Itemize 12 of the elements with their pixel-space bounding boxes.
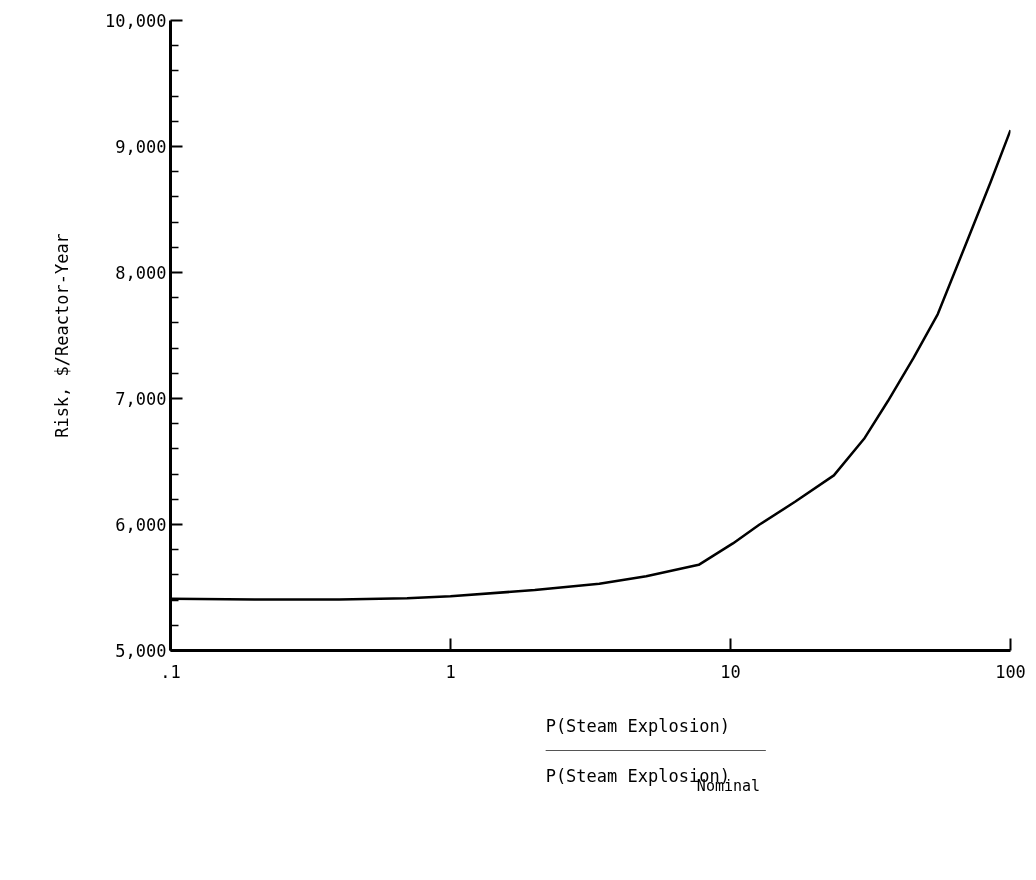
y-tick-label: 9,000	[115, 137, 167, 157]
text: P(Steam Explosion) P(Steam Explosion)Nominal	[545, 715, 761, 795]
x-tick-label: 10	[720, 661, 741, 682]
y-tick-label: 10,000	[105, 11, 167, 31]
y-tick-label: 6,000	[115, 515, 167, 535]
y-tick-label: 8,000	[115, 263, 167, 283]
y-tick-label: 7,000	[115, 389, 167, 409]
x-tick-label: 100	[995, 661, 1026, 682]
y-tick-label: 5,000	[115, 641, 167, 661]
y-axis-title: Risk, $/Reactor-Year	[52, 233, 73, 438]
x-tick-label: 1	[445, 661, 456, 682]
x-tick-label: .1	[160, 661, 181, 682]
